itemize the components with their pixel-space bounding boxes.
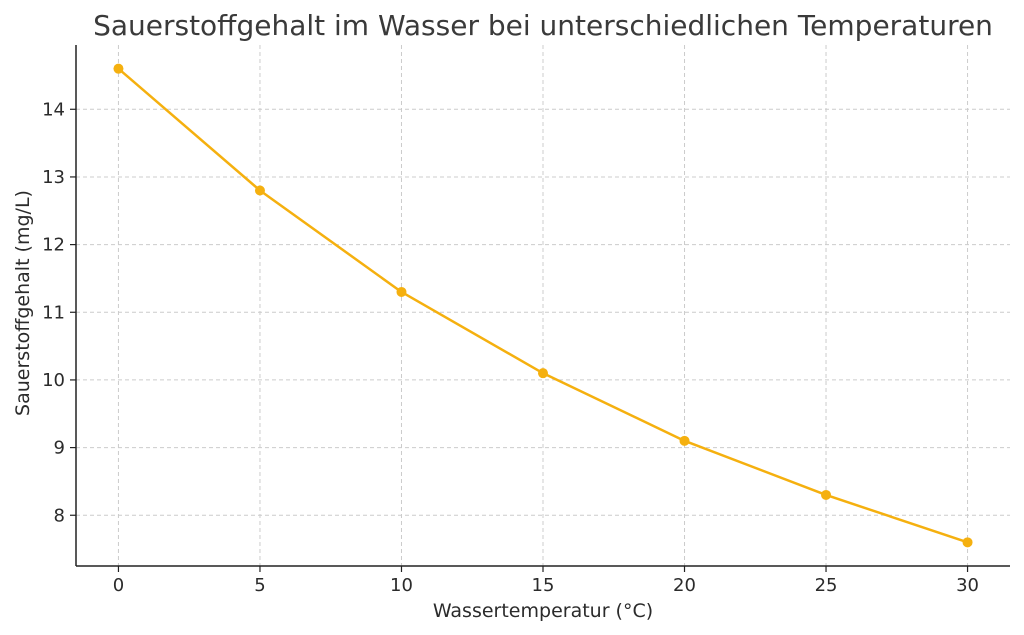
y-tick-label-2: 10 [42, 370, 65, 391]
data-point-1 [254, 185, 265, 196]
tick-labels: 0 5 10 15 20 25 30 8 9 10 11 12 13 14 [42, 99, 979, 596]
data-point-4 [679, 435, 690, 446]
y-tick-label-3: 11 [42, 302, 65, 323]
y-tick-label-4: 12 [42, 235, 65, 256]
y-tick-label-5: 13 [42, 167, 65, 188]
chart-title: Sauerstoffgehalt im Wasser bei unterschi… [93, 9, 993, 42]
y-tick-label-0: 8 [54, 505, 65, 526]
x-tick-label-6: 30 [956, 575, 979, 596]
data-point-5 [821, 489, 832, 500]
series-layer [113, 63, 973, 548]
data-point-3 [538, 368, 548, 379]
x-tick-label-5: 25 [815, 575, 838, 596]
x-tick-label-3: 15 [532, 575, 555, 596]
grid-lines [76, 45, 1010, 566]
x-axis-label: Wassertemperatur (°C) [433, 600, 653, 622]
x-tick-label-2: 10 [390, 575, 413, 596]
y-tick-label-1: 9 [54, 438, 65, 459]
x-tick-label-1: 5 [254, 575, 265, 596]
y-tick-label-6: 14 [42, 99, 65, 120]
x-tick-label-4: 20 [673, 575, 696, 596]
x-tick-label-0: 0 [113, 575, 124, 596]
data-point-0 [113, 63, 124, 74]
data-point-2 [396, 286, 407, 297]
axes [70, 45, 1010, 572]
y-axis-label: Sauerstoffgehalt (mg/L) [12, 190, 34, 416]
data-point-6 [962, 537, 973, 548]
